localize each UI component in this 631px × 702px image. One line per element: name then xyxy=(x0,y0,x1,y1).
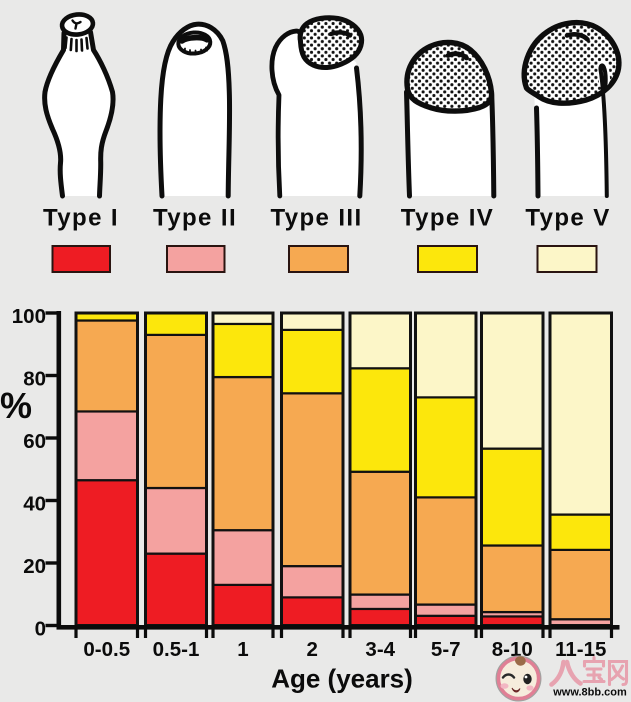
svg-text:2: 2 xyxy=(307,638,318,661)
svg-text:Type III: Type III xyxy=(270,205,362,232)
svg-text:0.5-1: 0.5-1 xyxy=(153,638,200,661)
svg-text:1: 1 xyxy=(237,638,248,661)
svg-text:100: 100 xyxy=(12,305,46,328)
svg-text:0-0.5: 0-0.5 xyxy=(83,638,130,661)
svg-text:11-15: 11-15 xyxy=(555,638,606,661)
svg-text:Type II: Type II xyxy=(153,205,237,232)
svg-text:8-10: 8-10 xyxy=(492,638,533,661)
svg-text:60: 60 xyxy=(23,430,46,453)
svg-text:%: % xyxy=(0,385,32,426)
svg-text:20: 20 xyxy=(23,555,46,578)
svg-text:Type IV: Type IV xyxy=(401,205,494,232)
svg-text:80: 80 xyxy=(23,368,46,391)
svg-text:40: 40 xyxy=(23,493,46,516)
svg-text:Type V: Type V xyxy=(525,205,610,232)
svg-text:Type I: Type I xyxy=(43,205,119,232)
svg-text:www.8bb.com: www.8bb.com xyxy=(552,687,627,699)
svg-text:0: 0 xyxy=(35,618,46,641)
svg-text:5-7: 5-7 xyxy=(431,638,461,661)
svg-text:Age (years): Age (years) xyxy=(271,664,413,694)
svg-text:3-4: 3-4 xyxy=(365,638,395,661)
